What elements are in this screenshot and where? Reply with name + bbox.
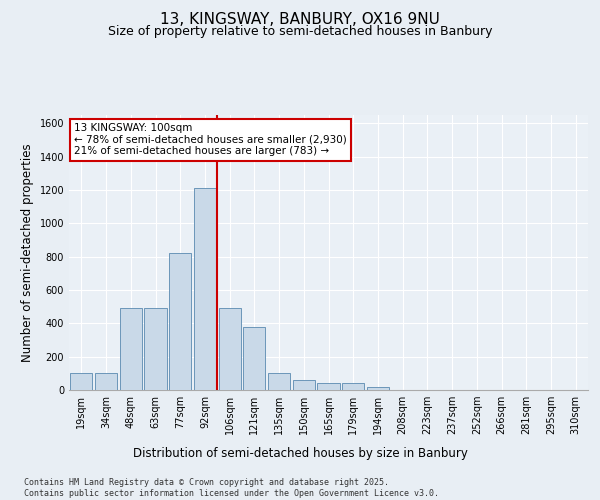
- Bar: [95, 374, 117, 390]
- Text: Distribution of semi-detached houses by size in Banbury: Distribution of semi-detached houses by …: [133, 448, 467, 460]
- Bar: [169, 254, 191, 390]
- Y-axis label: Number of semi-detached properties: Number of semi-detached properties: [21, 143, 34, 362]
- Text: 13 KINGSWAY: 100sqm
← 78% of semi-detached houses are smaller (2,930)
21% of sem: 13 KINGSWAY: 100sqm ← 78% of semi-detach…: [74, 123, 347, 156]
- Bar: [317, 384, 340, 390]
- Bar: [218, 308, 241, 390]
- Text: 13, KINGSWAY, BANBURY, OX16 9NU: 13, KINGSWAY, BANBURY, OX16 9NU: [160, 12, 440, 28]
- Text: Size of property relative to semi-detached houses in Banbury: Size of property relative to semi-detach…: [108, 25, 492, 38]
- Bar: [367, 386, 389, 390]
- Bar: [293, 380, 315, 390]
- Bar: [145, 308, 167, 390]
- Text: Contains HM Land Registry data © Crown copyright and database right 2025.
Contai: Contains HM Land Registry data © Crown c…: [24, 478, 439, 498]
- Bar: [119, 308, 142, 390]
- Bar: [194, 188, 216, 390]
- Bar: [243, 326, 265, 390]
- Bar: [268, 374, 290, 390]
- Bar: [342, 384, 364, 390]
- Bar: [70, 374, 92, 390]
